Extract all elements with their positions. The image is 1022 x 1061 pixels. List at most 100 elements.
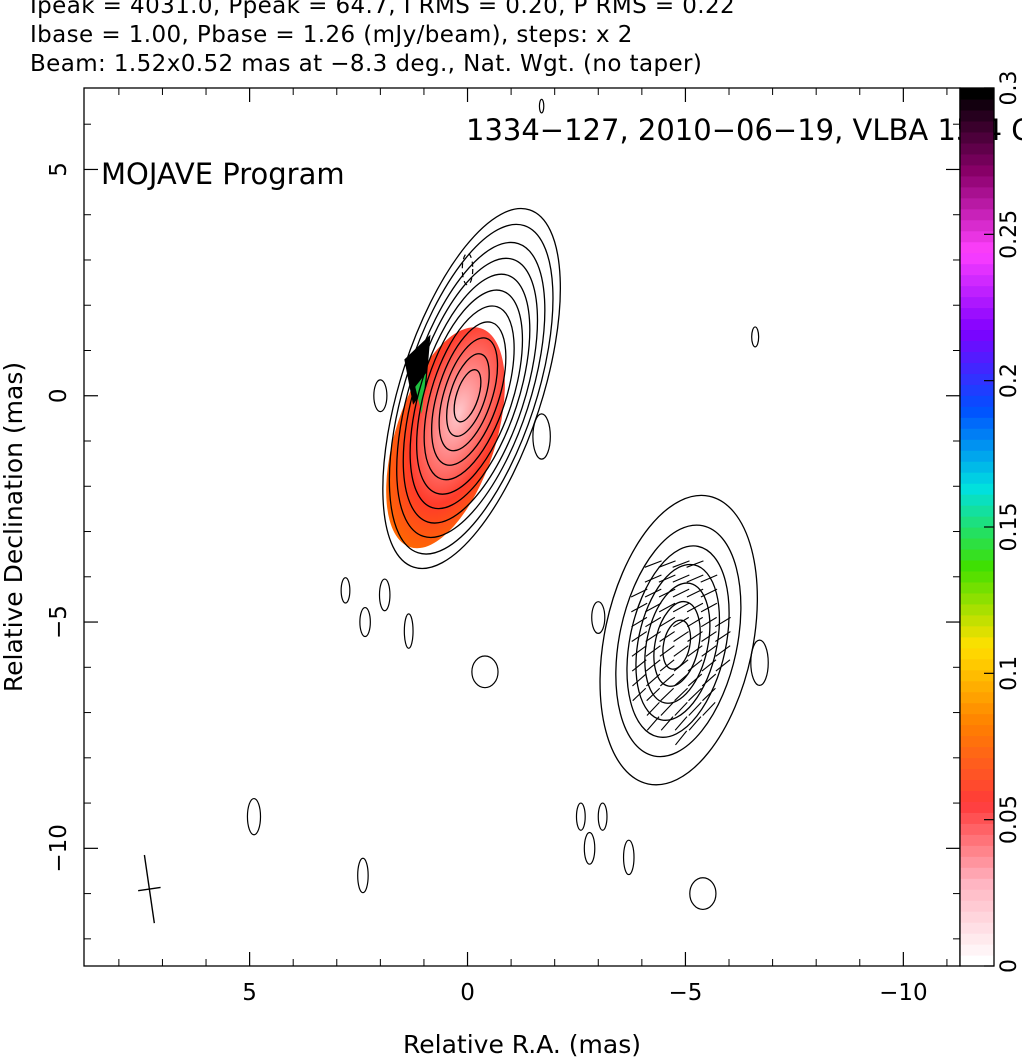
- evpa-vector: [688, 702, 702, 716]
- colorbar-tick-label: 0.15: [997, 503, 1022, 552]
- colorbar-swatch: [960, 845, 994, 857]
- colorbar-swatch: [960, 285, 994, 298]
- colorbar-swatch: [960, 252, 994, 265]
- y-tick-label: 0: [46, 388, 72, 403]
- colorbar-swatch: [960, 483, 994, 495]
- colorbar-swatch: [960, 219, 994, 232]
- colorbar-swatch: [960, 812, 994, 824]
- noise-contour: [597, 802, 608, 831]
- colorbar-swatch: [960, 428, 994, 440]
- evpa-vector: [700, 574, 718, 583]
- colorbar-swatch: [960, 175, 994, 188]
- evpa-vector: [675, 730, 688, 746]
- colorbar-swatch: [960, 680, 994, 693]
- colorbar-swatch: [960, 241, 994, 254]
- evpa-vector: [658, 588, 676, 598]
- evpa-vector: [686, 560, 704, 568]
- evpa-vector: [658, 574, 676, 583]
- colorbar-swatch: [960, 559, 994, 572]
- evpa-vector: [701, 659, 717, 672]
- evpa-vector: [646, 673, 661, 687]
- stokes-i-contours: [246, 98, 769, 911]
- core-contour: [409, 273, 531, 510]
- evpa-vector: [658, 602, 676, 613]
- evpa-vector: [686, 602, 704, 613]
- y-tick-label: −5: [46, 605, 72, 639]
- restoring-beam: [138, 854, 161, 924]
- evpa-vector: [702, 702, 716, 716]
- noise-contour: [575, 802, 586, 831]
- evpa-vector: [701, 645, 717, 657]
- colorbar-swatch: [960, 900, 994, 912]
- colorbar-swatch: [960, 516, 994, 528]
- colorbar-swatch: [960, 131, 994, 144]
- evpa-vector: [645, 631, 661, 642]
- header-line-1: Ipeak = 4031.0, Ppeak = 64.7, I RMS = 0.…: [30, 0, 736, 19]
- colorbar-swatch: [960, 274, 994, 287]
- colorbar-swatch: [960, 581, 994, 594]
- evpa-vector: [714, 616, 731, 628]
- colorbar-swatch: [960, 867, 994, 879]
- colorbar-swatch: [960, 230, 994, 243]
- x-tick-label: 5: [242, 980, 257, 1006]
- jet-contour: [662, 619, 692, 670]
- colorbar-swatch: [960, 768, 994, 781]
- evpa-vector: [688, 687, 702, 702]
- colorbar-swatch: [960, 570, 994, 583]
- colorbar-swatch: [960, 735, 994, 748]
- colorbar-swatch: [960, 417, 994, 429]
- colorbar-swatch: [960, 472, 994, 484]
- evpa-vector: [715, 645, 731, 657]
- evpa-vector: [631, 602, 648, 613]
- colorbar-swatch: [960, 340, 994, 352]
- colorbar-swatch: [960, 373, 994, 385]
- colorbar-swatch: [960, 186, 994, 199]
- core-contour: [446, 353, 490, 437]
- colorbar-swatch: [960, 889, 994, 901]
- colorbar-swatch: [960, 922, 994, 934]
- header-line-3: Beam: 1.52x0.52 mas at −8.3 deg., Nat. W…: [30, 51, 703, 77]
- core-contour: [416, 289, 524, 495]
- evpa-vector: [674, 702, 688, 716]
- core-contour: [438, 337, 499, 452]
- colorbar-swatch: [960, 439, 994, 451]
- jet-contour: [615, 524, 742, 758]
- colorbar-swatch: [960, 625, 994, 638]
- colorbar-swatch: [960, 120, 994, 133]
- colorbar-swatch: [960, 537, 994, 550]
- colorbar-swatch: [960, 450, 994, 462]
- edge-colour-band: [415, 373, 427, 414]
- evpa-vector: [686, 574, 704, 583]
- colorbar-swatch: [960, 164, 994, 177]
- core-contour: [382, 207, 561, 570]
- polarization-vectors: [630, 560, 731, 746]
- evpa-vector: [632, 687, 647, 702]
- evpa-vector: [660, 716, 674, 731]
- noise-contour: [750, 639, 769, 687]
- header-line-2: Ibase = 1.00, Pbase = 1.26 (mJy/beam), s…: [30, 22, 633, 48]
- evpa-vector: [630, 588, 648, 598]
- evpa-vector: [632, 673, 647, 687]
- evpa-vector: [672, 602, 690, 613]
- colorbar-tick-label: 0.2: [997, 363, 1022, 398]
- colorbar-swatch: [960, 527, 994, 539]
- x-axis-ticks: 5 0 −5 −10: [118, 88, 948, 1006]
- x-tick-label: −5: [668, 980, 702, 1006]
- evpa-vector: [659, 645, 675, 657]
- colorbar-swatch: [960, 911, 994, 923]
- colorbar: [960, 88, 994, 967]
- evpa-vector: [631, 631, 648, 642]
- colorbar-swatch: [960, 362, 994, 374]
- colorbar-swatch: [960, 779, 994, 791]
- colorbar-swatch: [960, 318, 994, 331]
- evpa-vector: [674, 687, 688, 702]
- colorbar-swatch: [960, 713, 994, 726]
- evpa-vector: [687, 645, 703, 657]
- colorbar-swatch: [960, 142, 994, 155]
- noise-contour: [583, 831, 596, 865]
- noise-contour: [373, 379, 388, 413]
- evpa-vector: [644, 560, 662, 568]
- colorbar-swatch: [960, 296, 994, 309]
- colorbar-swatch: [960, 801, 994, 813]
- colorbar-swatch: [960, 406, 994, 418]
